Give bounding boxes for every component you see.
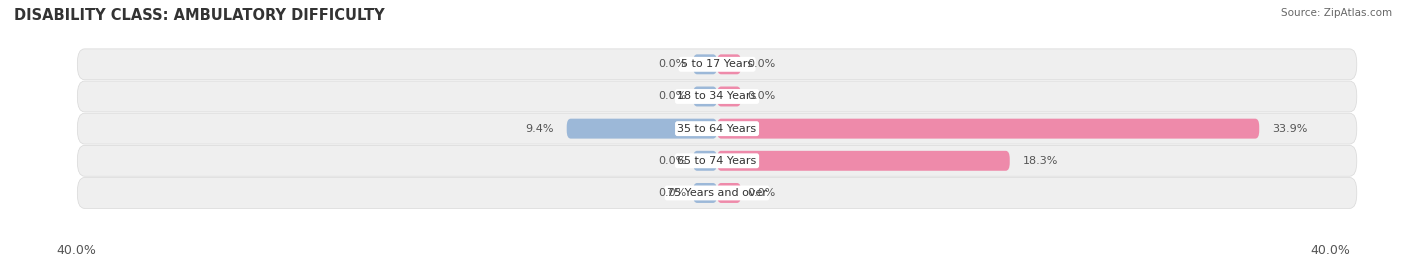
FancyBboxPatch shape <box>693 183 717 203</box>
Text: 0.0%: 0.0% <box>748 59 776 69</box>
Text: Source: ZipAtlas.com: Source: ZipAtlas.com <box>1281 8 1392 18</box>
Text: 5 to 17 Years: 5 to 17 Years <box>681 59 754 69</box>
FancyBboxPatch shape <box>717 87 741 106</box>
FancyBboxPatch shape <box>567 119 717 139</box>
Text: 18 to 34 Years: 18 to 34 Years <box>678 91 756 102</box>
Text: DISABILITY CLASS: AMBULATORY DIFFICULTY: DISABILITY CLASS: AMBULATORY DIFFICULTY <box>14 8 385 23</box>
Text: 35 to 64 Years: 35 to 64 Years <box>678 124 756 134</box>
Text: 40.0%: 40.0% <box>56 244 96 257</box>
FancyBboxPatch shape <box>77 145 1357 176</box>
Text: 40.0%: 40.0% <box>1310 244 1350 257</box>
FancyBboxPatch shape <box>717 54 741 74</box>
FancyBboxPatch shape <box>717 151 1010 171</box>
Text: 65 to 74 Years: 65 to 74 Years <box>678 156 756 166</box>
Text: 0.0%: 0.0% <box>658 59 686 69</box>
Text: 75 Years and over: 75 Years and over <box>666 188 768 198</box>
Text: 0.0%: 0.0% <box>748 91 776 102</box>
Text: 0.0%: 0.0% <box>658 156 686 166</box>
Text: 33.9%: 33.9% <box>1272 124 1308 134</box>
Text: 0.0%: 0.0% <box>658 188 686 198</box>
FancyBboxPatch shape <box>77 113 1357 144</box>
FancyBboxPatch shape <box>693 54 717 74</box>
FancyBboxPatch shape <box>717 119 1260 139</box>
FancyBboxPatch shape <box>77 177 1357 209</box>
FancyBboxPatch shape <box>77 49 1357 80</box>
Text: 0.0%: 0.0% <box>748 188 776 198</box>
FancyBboxPatch shape <box>693 151 717 171</box>
Text: 18.3%: 18.3% <box>1022 156 1057 166</box>
FancyBboxPatch shape <box>77 81 1357 112</box>
FancyBboxPatch shape <box>693 87 717 106</box>
Text: 9.4%: 9.4% <box>526 124 554 134</box>
FancyBboxPatch shape <box>717 183 741 203</box>
Text: 0.0%: 0.0% <box>658 91 686 102</box>
